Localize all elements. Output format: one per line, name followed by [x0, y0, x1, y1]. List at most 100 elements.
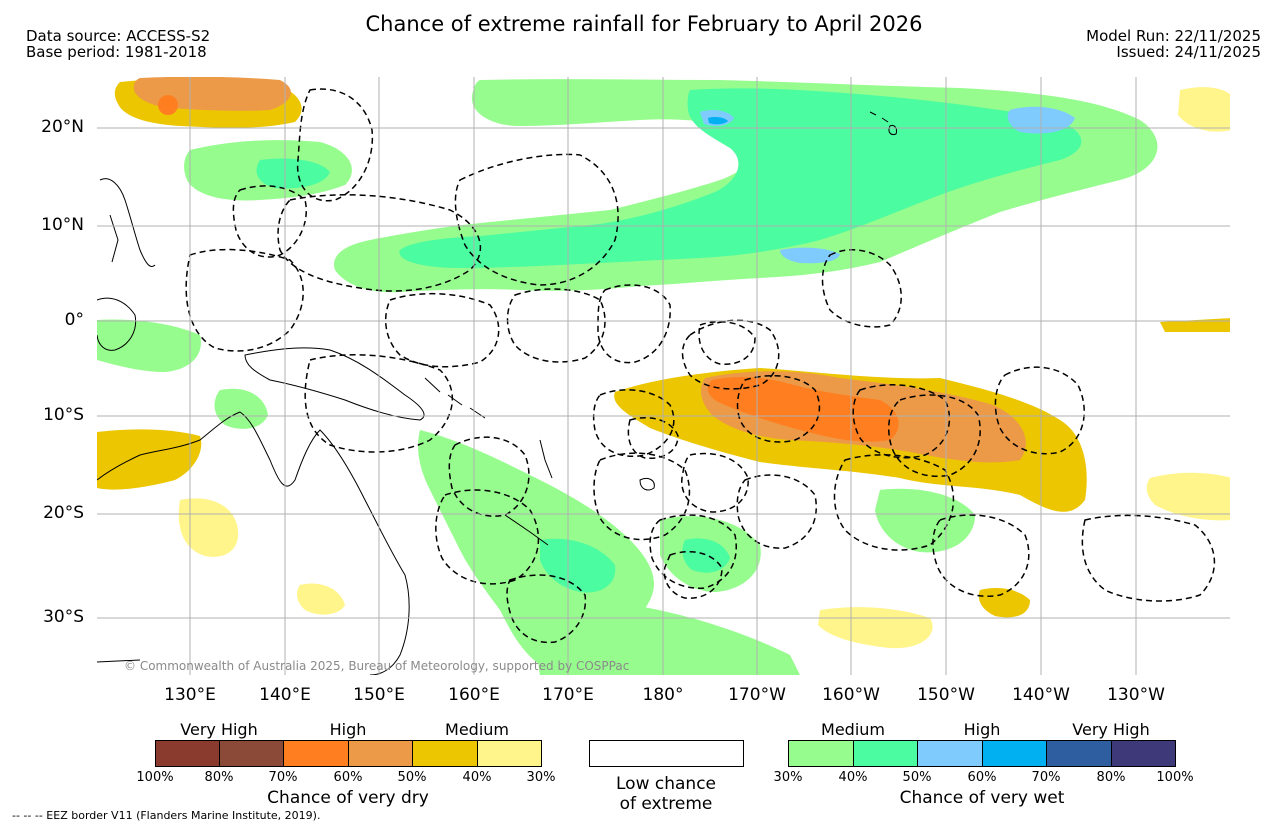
dry-regions [97, 77, 1230, 649]
wet-region-itcz-high [780, 247, 840, 264]
eez-border-kiribati-phoenix [597, 284, 671, 364]
dry-legend-medium-label: Medium [445, 720, 509, 739]
hawaii [869, 111, 897, 135]
issued-label: Issued: 24/11/2025 [1116, 43, 1261, 61]
dry-tick-80: 80% [204, 770, 234, 785]
dry-swatch-100-80 [155, 740, 220, 767]
lat-label-10s: 10°S [43, 405, 84, 425]
wet-legend-high-label: High [963, 720, 1001, 739]
wet-tick-70: 70% [1031, 770, 1061, 785]
eez-border-samoa [681, 452, 749, 513]
dry-region-southwest-light [178, 498, 239, 557]
chart-title: Chance of extreme rainfall for February … [365, 12, 923, 36]
philippines-coast [99, 178, 156, 267]
dry-legend-caption: Chance of very dry [267, 788, 429, 808]
lon-label-130w: 130°W [1107, 685, 1165, 705]
eez-border-kiribati-line [681, 319, 780, 390]
data-source-label: Data source: ACCESS-S2 [26, 27, 211, 45]
new-guinea-coast [244, 347, 425, 421]
dry-region-coral-sea [97, 429, 202, 490]
wet-swatch-40-50 [853, 740, 918, 767]
wet-swatch-80-100 [1111, 740, 1176, 767]
eez-border-kermadec [506, 574, 587, 644]
wet-swatch-60-70 [982, 740, 1047, 767]
lon-label-140w: 140°W [1012, 685, 1070, 705]
wet-tick-30: 30% [773, 770, 803, 785]
eez-border-austral [932, 514, 1030, 597]
wet-swatch-50-60 [917, 740, 983, 767]
low-chance-swatch [589, 740, 744, 767]
wet-region-south-pacific-mid [540, 538, 616, 593]
dry-swatch-80-70 [219, 740, 284, 767]
eez-border-solomons [304, 354, 454, 453]
wet-tick-80: 80% [1096, 770, 1126, 785]
new-caledonia [504, 514, 549, 546]
eez-border-niue [663, 551, 723, 599]
dry-tick-40: 40% [462, 770, 492, 785]
wet-tick-40: 40% [838, 770, 868, 785]
model-run-label: Model Run: 22/11/2025 [1086, 27, 1261, 45]
dry-tick-70: 70% [268, 770, 298, 785]
dry-swatch-60-50 [348, 740, 413, 767]
wet-region-south-central-mid [682, 538, 730, 573]
eez-border-johnston [698, 320, 756, 365]
lon-label-170e: 170°E [542, 685, 594, 705]
eez-border-guam [296, 88, 374, 202]
wet-region-north-pacific-very-high [708, 117, 728, 125]
lat-label-20s: 20°S [43, 503, 84, 523]
low-chance-caption-line2: of extreme [619, 794, 713, 814]
lat-label-20n: 20°N [41, 117, 84, 137]
wet-swatch-70-80 [1046, 740, 1112, 767]
eez-border-line-islands [821, 249, 902, 328]
dry-region-southeast [1146, 472, 1230, 521]
dry-region-south-light [818, 607, 933, 649]
lon-label-160e: 160°E [448, 685, 500, 705]
land-outlines [97, 111, 897, 675]
dry-swatch-70-60 [283, 740, 349, 767]
eez-border-nauru [384, 292, 500, 368]
dry-region-northwest-high [133, 77, 291, 111]
wet-swatch-30-40 [788, 740, 854, 767]
wet-region-central-islands [214, 388, 268, 429]
eez-borders [185, 88, 1216, 644]
dry-legend-high-label: High [329, 720, 367, 739]
lon-label-180: 180° [642, 685, 684, 705]
dry-region-equator-east [1160, 318, 1230, 332]
lat-label-equator: 0° [64, 310, 84, 330]
lon-label-140e: 140°E [259, 685, 311, 705]
eez-border-fsm [277, 194, 481, 292]
dry-legend-very-high-label: Very High [180, 720, 258, 739]
eez-border-french-polynesia-south [833, 454, 955, 551]
wet-tick-100: 100% [1156, 770, 1194, 785]
eez-border-vanuatu [448, 436, 530, 517]
eez-border-kiribati-west [506, 288, 606, 363]
dry-region-northwest-very-high [158, 95, 178, 115]
eez-border-tokelau [736, 374, 821, 443]
lon-label-150e: 150°E [353, 685, 405, 705]
dry-region-northeast-light [1178, 87, 1230, 132]
lon-label-130e: 130°E [164, 685, 216, 705]
dry-swatch-50-40 [412, 740, 478, 767]
dry-tick-100: 100% [136, 770, 174, 785]
wet-region-southwest [97, 319, 201, 372]
wet-legend-medium-label: Medium [821, 720, 885, 739]
wet-region-east [875, 488, 975, 553]
wet-tick-50: 50% [902, 770, 932, 785]
eez-border-palau [232, 185, 307, 258]
wet-legend-caption: Chance of very wet [899, 788, 1065, 808]
eez-border-wallis [627, 416, 679, 460]
eez-border-pitcairn [1081, 514, 1216, 602]
fiji [639, 477, 655, 491]
lon-label-170w: 170°W [728, 685, 786, 705]
eez-border-fiji [593, 452, 691, 541]
dry-tick-50: 50% [397, 770, 427, 785]
eez-border-french-polynesia-marquesas [994, 366, 1085, 455]
eez-border-cook [736, 474, 817, 549]
dry-tick-30: 30% [526, 770, 556, 785]
gridlines [97, 77, 1230, 675]
eez-border-marshall [454, 153, 619, 286]
eez-border-tuvalu [592, 389, 675, 457]
lon-label-150w: 150°W [917, 685, 975, 705]
dry-tick-60: 60% [333, 770, 363, 785]
